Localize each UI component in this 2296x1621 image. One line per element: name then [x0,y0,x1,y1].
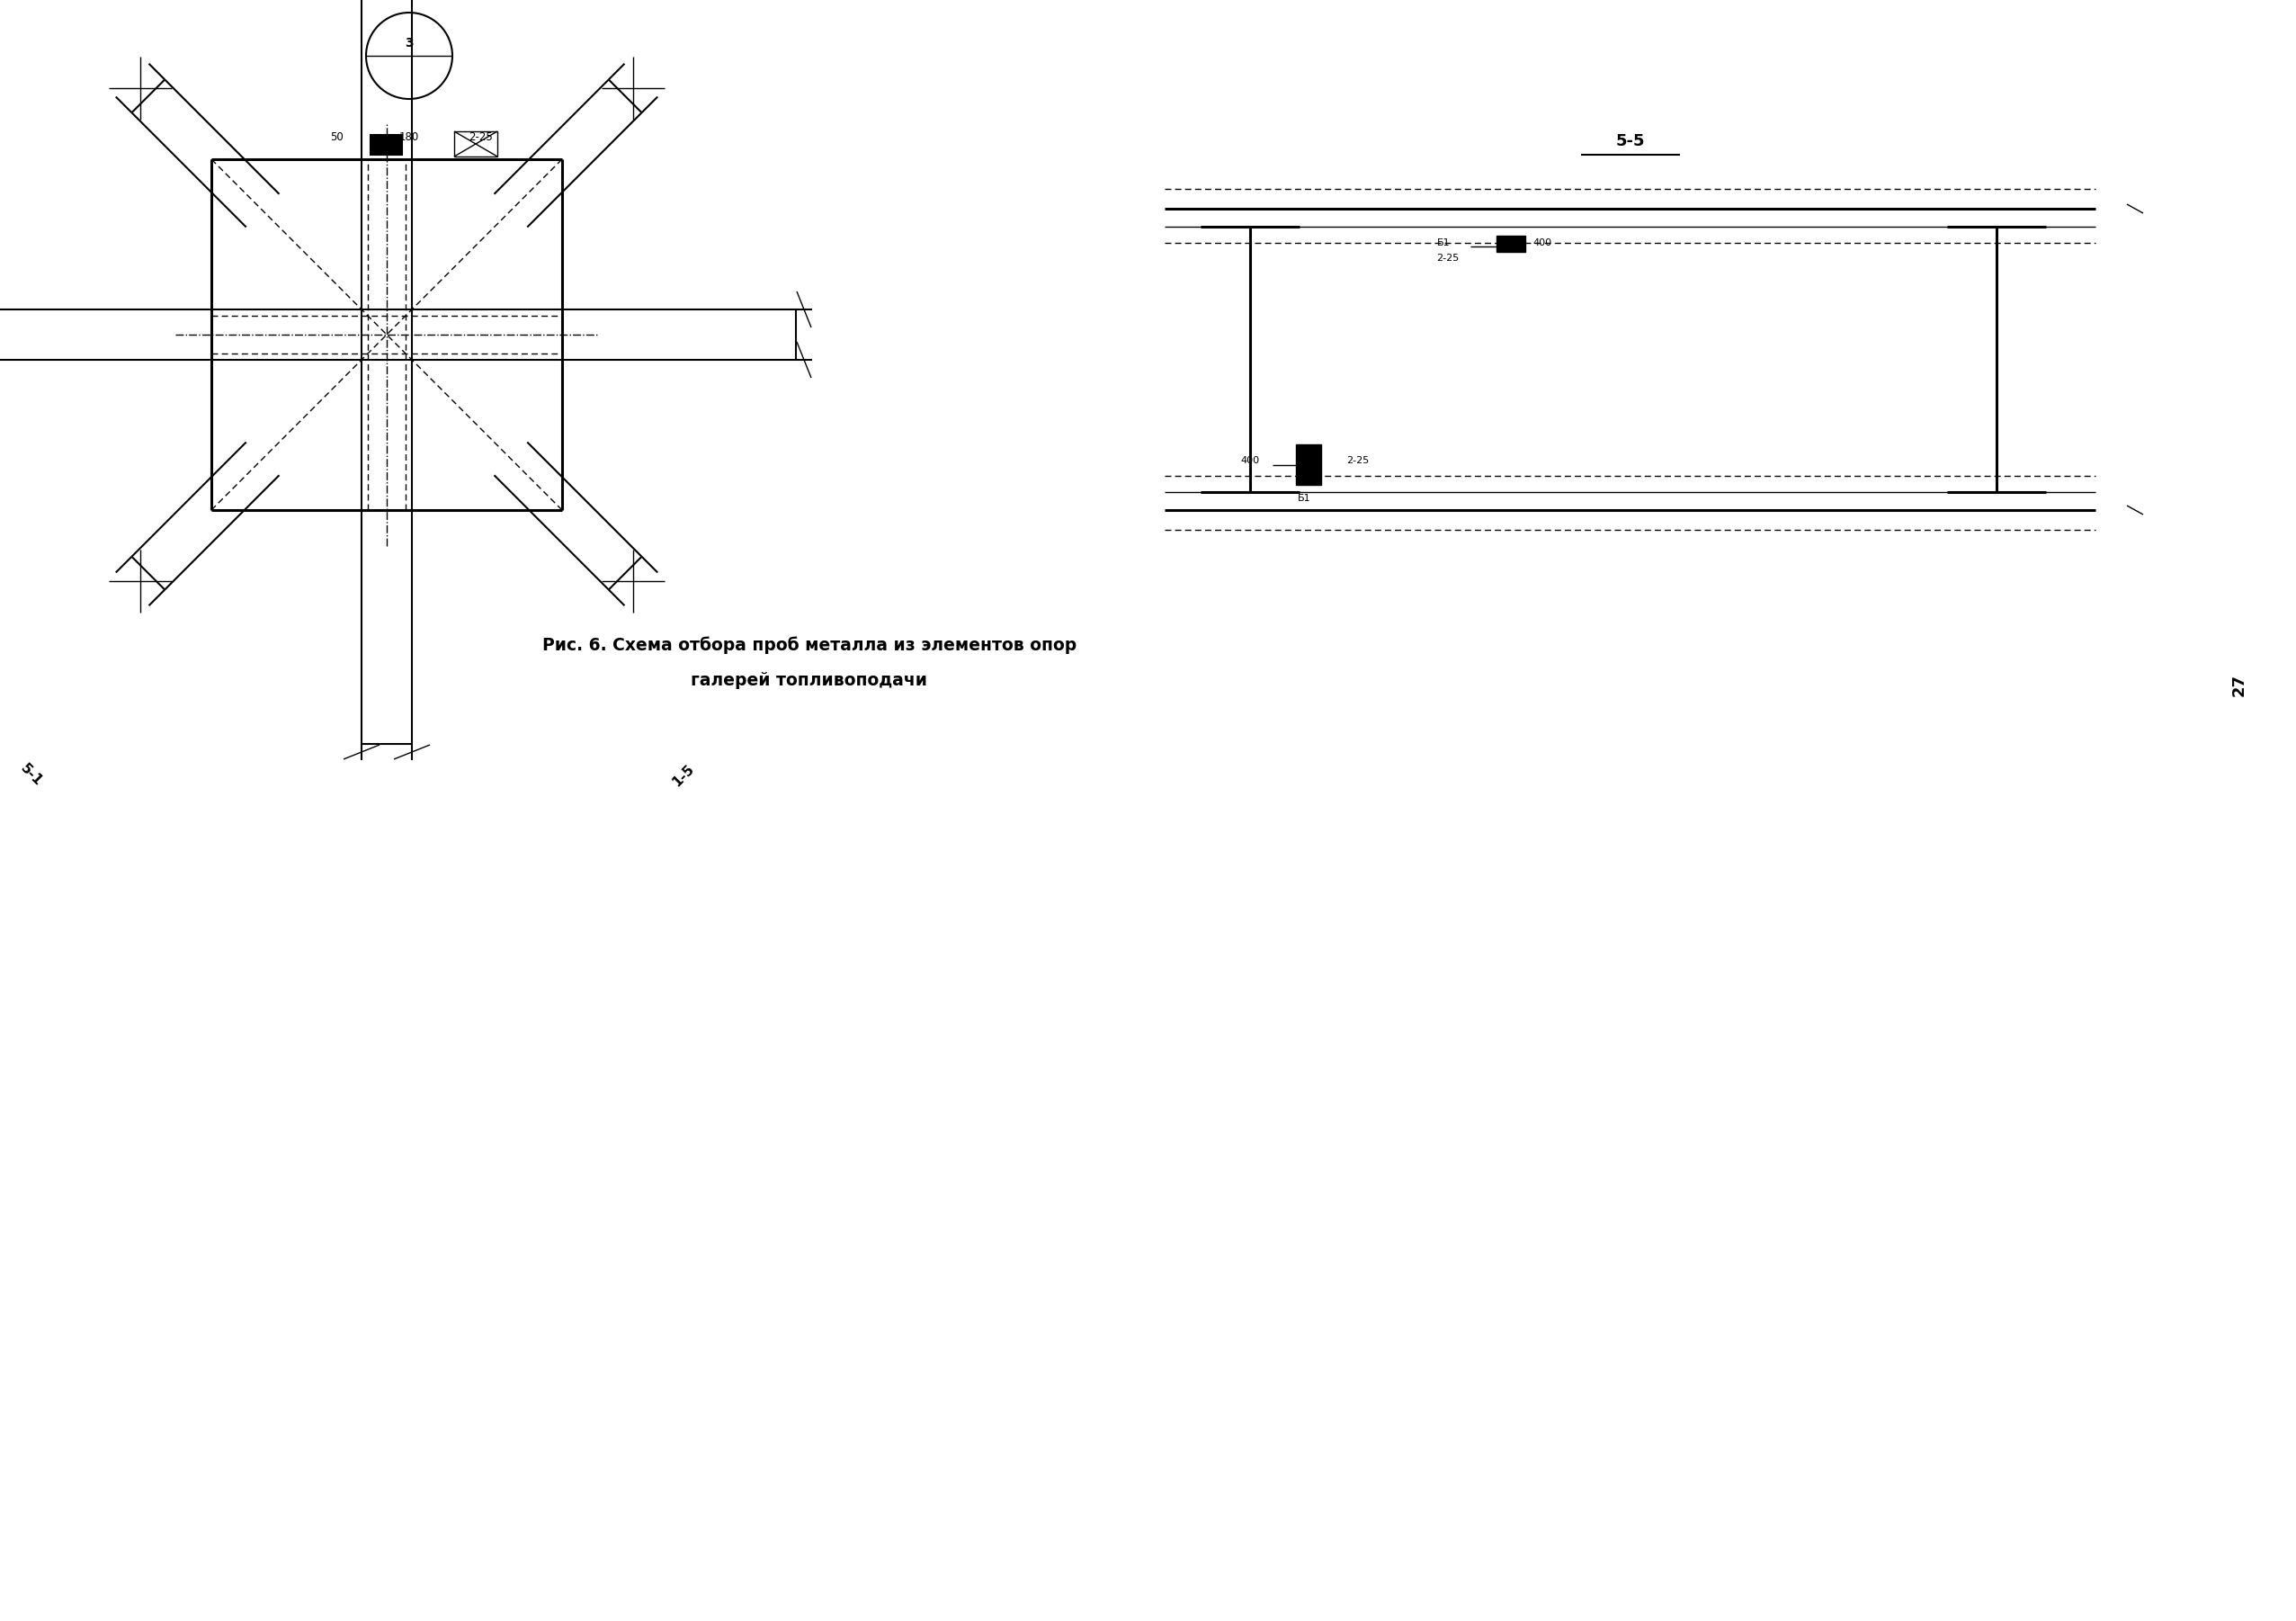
Text: 27: 27 [2232,674,2248,697]
Bar [455,131,498,157]
Text: Б1: Б1 [1297,494,1311,503]
Bar [370,135,402,154]
Text: 3: 3 [404,37,413,50]
Bar [1295,444,1320,485]
Text: 5-5: 5-5 [1616,133,1644,149]
Text: галерей топливоподачи: галерей топливоподачи [691,673,928,689]
Text: 400: 400 [1240,456,1261,465]
Text: 50: 50 [331,131,344,143]
Text: 2-25: 2-25 [1437,253,1460,263]
Text: 2-25: 2-25 [468,131,494,143]
Text: 2-25: 2-25 [1348,456,1368,465]
Text: 180: 180 [400,131,420,143]
Text: Рис. 6. Схема отбора проб металла из элементов опор: Рис. 6. Схема отбора проб металла из эле… [542,635,1077,653]
Text: 400: 400 [1534,238,1552,248]
Text: 1-5: 1-5 [670,762,698,789]
Text: Б1: Б1 [1437,238,1451,248]
Text: 5-1: 5-1 [18,762,46,789]
Bar [1497,235,1525,251]
